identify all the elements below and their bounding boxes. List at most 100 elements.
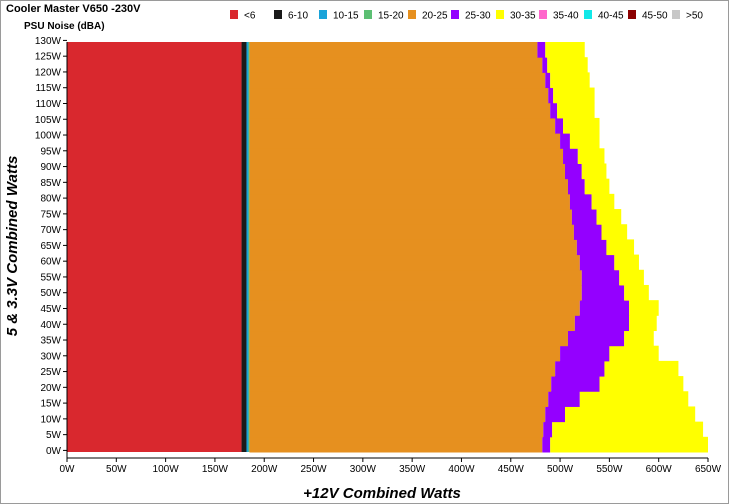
cell-30-35	[606, 239, 635, 256]
cell-25-30	[542, 436, 551, 453]
cell-20-25	[249, 421, 544, 438]
cell-30-35	[619, 269, 644, 286]
cell-20-25	[249, 315, 575, 332]
legend-label: 45-50	[642, 11, 668, 22]
y-tick-label: 125W	[35, 52, 62, 63]
cell-25-30	[571, 209, 597, 225]
y-tick-label: 80W	[40, 194, 61, 205]
y-tick-label: 5W	[46, 430, 62, 441]
x-tick-label: 150W	[202, 464, 229, 475]
y-tick-label: 130W	[35, 36, 62, 47]
x-tick-label: 400W	[448, 464, 475, 475]
cell-20-25	[249, 300, 580, 316]
cell-25-30	[542, 57, 548, 73]
cell-20-25	[249, 133, 561, 149]
cell-30-35	[614, 254, 639, 271]
cell-20-25	[249, 254, 580, 271]
cell-30-35	[584, 178, 610, 195]
y-tick-label: 0W	[46, 446, 62, 457]
cell-30-35	[599, 376, 684, 392]
cell-20-25	[249, 224, 574, 240]
cell-20-25	[249, 42, 538, 58]
y-tick-label: 85W	[40, 178, 61, 189]
cell-20-25	[249, 239, 577, 256]
x-tick-label: 450W	[498, 464, 525, 475]
y-tick-label: 90W	[40, 162, 61, 173]
legend-label: 20-25	[422, 11, 448, 22]
cell-25-30	[537, 42, 546, 58]
cell-25-30	[550, 102, 558, 119]
y-axis-label: 5 & 3.3V Combined Watts	[4, 156, 21, 337]
cell-30-35	[624, 284, 649, 301]
y-tick-label: 55W	[40, 272, 61, 283]
chart-title: Cooler Master V650 -230V	[6, 3, 141, 15]
x-tick-label: 500W	[547, 464, 574, 475]
x-tick-label: 200W	[251, 464, 278, 475]
cell-30-35	[545, 42, 585, 58]
cell-30-35	[550, 436, 708, 453]
y-tick-label: 105W	[35, 115, 62, 126]
y-tick-label: 10W	[40, 414, 61, 425]
y-tick-label: 35W	[40, 336, 61, 347]
cell-20-25	[249, 269, 582, 286]
y-tick-label: 115W	[36, 83, 62, 94]
cell-30-35	[569, 133, 600, 149]
cell-25-30	[545, 406, 566, 423]
legend-swatch	[451, 10, 459, 19]
cell-20-25	[249, 345, 561, 362]
cell-25-30	[543, 421, 553, 438]
cell-30-35	[550, 72, 590, 89]
legend-swatch	[274, 10, 282, 19]
cell-30-35	[601, 224, 628, 240]
cell-30-35	[579, 391, 689, 407]
cell-20-25	[249, 148, 564, 164]
y-tick-label: 25W	[40, 367, 61, 378]
legend-swatch	[364, 10, 372, 19]
cell-30-35	[629, 315, 657, 332]
cell-20-25	[249, 117, 556, 134]
cell-25-30	[573, 224, 602, 240]
x-tick-label: 550W	[596, 464, 623, 475]
legend-swatch	[672, 10, 680, 19]
cell-20-25	[249, 360, 556, 377]
cell-30-35	[629, 300, 659, 316]
x-tick-label: 0W	[60, 464, 76, 475]
cell-25-30	[574, 315, 630, 332]
y-tick-label: 95W	[40, 146, 61, 157]
cell-30-35	[563, 117, 600, 134]
legend-swatch	[408, 10, 416, 19]
cell-25-30	[548, 391, 580, 407]
legend-label: 25-30	[465, 11, 491, 22]
legend-swatch	[628, 10, 636, 19]
y-tick-label: 15W	[40, 399, 61, 410]
y-tick-label: 20W	[40, 383, 61, 394]
legend-label: >50	[686, 11, 703, 22]
cell-25-30	[555, 360, 605, 377]
cell-25-30	[548, 87, 554, 104]
legend-swatch	[584, 10, 592, 19]
cell-25-30	[579, 254, 615, 271]
x-tick-label: 50W	[106, 464, 127, 475]
cell-20-25	[249, 72, 546, 89]
cell-25-30	[581, 284, 625, 301]
cell-20-25	[249, 209, 572, 225]
cell-25-30	[555, 117, 564, 134]
legend-swatch	[539, 10, 547, 19]
cell-25-30	[560, 345, 610, 362]
band-6-10	[241, 42, 247, 452]
cell-20-25	[249, 102, 551, 119]
axes: 0W 50W 100W 150W 200W 250W 300W 350W 400W 450W 500…	[35, 36, 722, 475]
band-lt6	[67, 42, 242, 452]
x-tick-label: 250W	[300, 464, 327, 475]
x-tick-label: 650W	[695, 464, 722, 475]
legend-swatch	[230, 10, 238, 19]
legend-label: 35-40	[553, 11, 579, 22]
cell-25-30	[551, 376, 600, 392]
cell-30-35	[553, 87, 595, 104]
cell-25-30	[581, 269, 620, 286]
cell-25-30	[576, 239, 607, 256]
y-tick-label: 30W	[40, 351, 61, 362]
cell-30-35	[624, 330, 654, 347]
cell-25-30	[569, 193, 592, 210]
